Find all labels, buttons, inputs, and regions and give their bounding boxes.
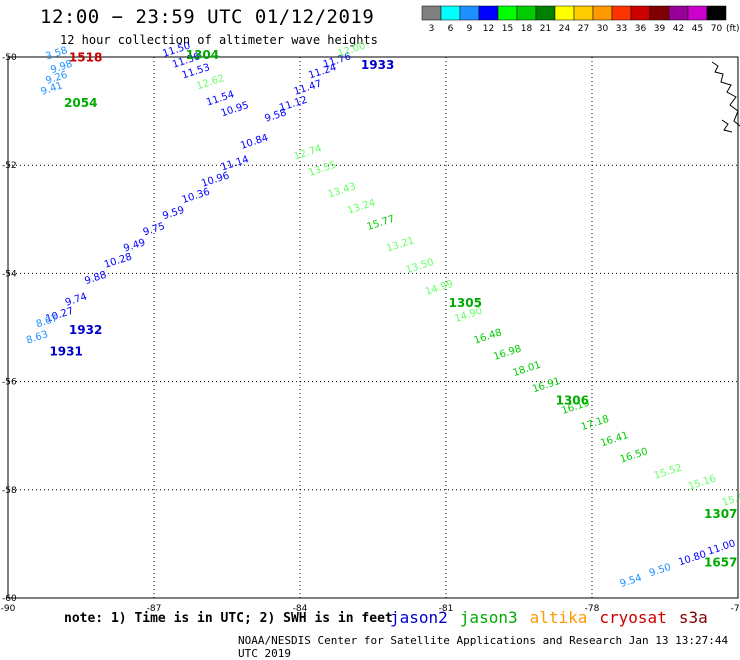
scale-label: 33	[616, 24, 627, 34]
lat-tick-label: -54	[2, 269, 17, 279]
footer-note: note: 1) Time is in UTC; 2) SWH is in fe…	[64, 611, 393, 626]
wave-height-label: 18.01	[512, 360, 543, 379]
lon-tick-label: -84	[293, 604, 308, 614]
footer-credit: NOAA/NESDIS Center for Satellite Applica…	[238, 634, 729, 660]
satellite-jason3: jason3	[459, 608, 518, 627]
wave-height-label: 11.00	[706, 538, 737, 557]
wave-height-label: 17.18	[580, 414, 611, 433]
scale-label: 15	[502, 24, 513, 34]
wave-height-label: 10.36	[181, 187, 212, 206]
lat-tick-label: -52	[2, 161, 17, 171]
wave-height-label: 10.84	[239, 133, 270, 152]
scale-label: 9	[467, 24, 473, 34]
wave-height-label: 16.50	[619, 446, 650, 465]
lat-tick-label: -50	[2, 53, 17, 63]
wave-height-label: 15.77	[366, 214, 397, 233]
satellite-cryosat: cryosat	[599, 608, 667, 627]
scale-label: 39	[654, 24, 666, 34]
satellite-s3a: s3a	[678, 608, 708, 627]
wave-height-label: 13.50	[405, 257, 436, 276]
scale-unit: (ft)	[726, 24, 740, 34]
scale-label: 6	[448, 24, 454, 34]
scale-label: 12	[483, 24, 494, 34]
wave-height-label: 11.47	[293, 78, 324, 97]
wave-height-label: 8.67	[35, 313, 60, 330]
scale-label: 18	[521, 24, 533, 34]
scale-label: 3	[429, 24, 435, 34]
wave-height-label: 13.24	[346, 197, 377, 216]
wave-height-label: 12.74	[293, 143, 324, 162]
lat-tick-label: -56	[2, 378, 17, 388]
wave-height-label: 14.99	[424, 279, 455, 298]
wave-height-label: 15.41	[721, 490, 740, 509]
track-id-label: 1304	[186, 48, 219, 62]
wave-height-label: 15.52	[653, 463, 684, 482]
satellite-track: 3.58 1518	[44, 45, 102, 64]
scale-label: 24	[559, 24, 571, 34]
scale-label: 27	[578, 24, 589, 34]
track-id-label: 1305	[449, 296, 482, 310]
wave-height-label: 16.48	[473, 327, 504, 346]
lon-tick-label: -81	[439, 604, 454, 614]
satellite-legend: jason2 jason3 altika cryosat s3a	[390, 608, 720, 627]
track-id-label: 1306	[556, 393, 589, 407]
track-id-label: 1307	[704, 507, 737, 521]
wave-height-label: 16.41	[599, 430, 630, 449]
wave-height-label: 8.63	[25, 329, 50, 346]
scale-label: 70	[711, 24, 723, 34]
track-id-label: 1933	[361, 58, 394, 72]
scale-label: 45	[692, 24, 703, 34]
coastline	[711, 61, 740, 133]
scale-swatch	[706, 5, 727, 21]
track-id-label: 1931	[49, 345, 82, 359]
wave-height-label: 9.88	[83, 270, 108, 287]
wave-height-label: 9.41	[40, 80, 65, 97]
lon-tick-label: -75	[731, 604, 740, 614]
track-id-label: 1932	[69, 323, 102, 337]
wave-height-label: 13.21	[385, 235, 416, 254]
track-id-label: 2054	[64, 96, 97, 110]
page-title: 12:00 − 23:59 UTC 01/12/2019	[40, 6, 375, 28]
scale-label: 42	[673, 24, 684, 34]
satellite-altika: altika	[529, 608, 588, 627]
wave-height-label: 11.12	[278, 95, 309, 114]
wave-height-label: 9.75	[142, 221, 167, 238]
page-subtitle: 12 hour collection of altimeter wave hei…	[60, 33, 378, 47]
satellite-track: 11.1410.9610.369.599.759.4910.289.889.74…	[44, 154, 250, 337]
map-frame	[7, 56, 739, 599]
scale-label: 36	[635, 24, 647, 34]
track-id-label: 1518	[69, 51, 102, 65]
lat-tick-label: -58	[2, 486, 17, 496]
lat-tick-label: -60	[2, 594, 17, 604]
wave-height-label: 13.43	[327, 181, 358, 200]
satellite-jason2: jason2	[390, 608, 448, 627]
wave-height-label: 9.54	[619, 573, 644, 590]
scale-label: 30	[597, 24, 609, 34]
wave-height-label: 9.50	[648, 562, 673, 579]
wave-height-label: 16.91	[531, 376, 562, 395]
lon-tick-label: -90	[1, 604, 16, 614]
wave-height-label: 9.59	[161, 205, 186, 222]
wave-height-label: 16.98	[492, 344, 523, 363]
wave-height-label: 10.28	[103, 252, 134, 271]
scale-label: 21	[540, 24, 551, 34]
lon-tick-label: -78	[585, 604, 600, 614]
wave-height-label: 13.55	[307, 160, 338, 179]
track-id-label: 1657	[704, 556, 737, 570]
color-scale: 3 6 9 12 15 18 21 24 27 30 33 36 39 42 45 70 (ft)	[421, 5, 740, 34]
lon-tick-label: -87	[147, 604, 162, 614]
